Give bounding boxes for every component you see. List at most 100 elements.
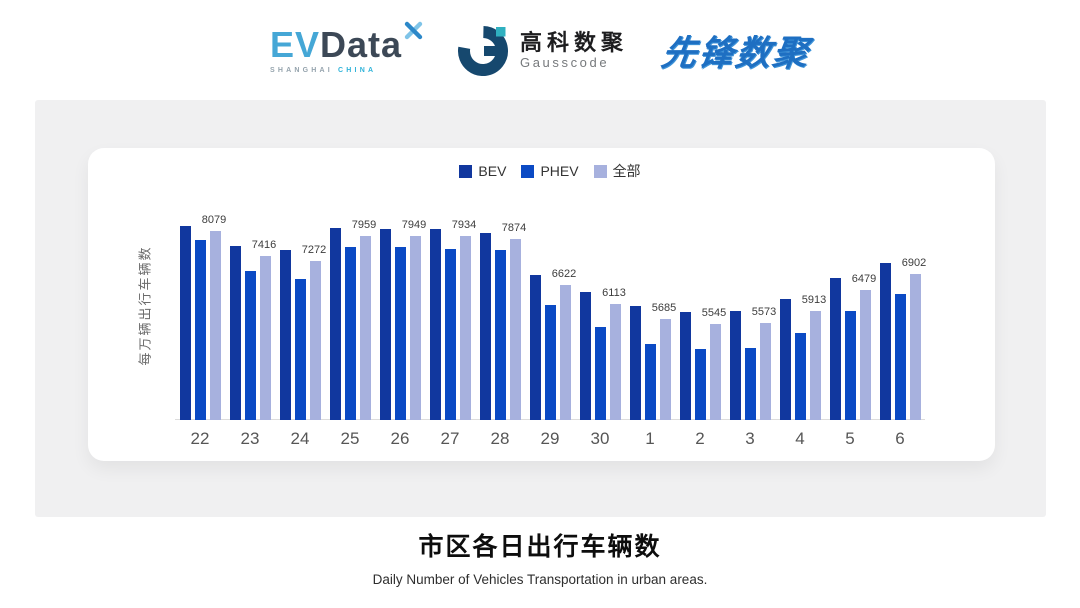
bar-BEV-6[interactable] <box>879 263 891 420</box>
bar-全部-3[interactable] <box>759 323 771 420</box>
bar-BEV-24[interactable] <box>279 250 291 420</box>
gausscode-cn-text: 高科数聚 <box>520 29 629 55</box>
logo-header: EV Data SHANGHAI CHINA 高科数聚 Gausscode <box>0 14 1080 86</box>
bar-group-25: 7959 25 <box>325 190 377 448</box>
xianfeng-logo: 先锋数聚 <box>658 33 813 73</box>
bar-PHEV-29[interactable] <box>544 305 556 420</box>
value-label-1: 5685 <box>651 302 677 314</box>
bar-BEV-23[interactable] <box>229 246 241 420</box>
bar-group-3: 5573 3 <box>725 190 777 448</box>
bar-group-28: 7874 28 <box>475 190 527 448</box>
x-axis-label-26: 26 <box>390 429 410 448</box>
bar-全部-26[interactable] <box>409 236 421 420</box>
bar-PHEV-30[interactable] <box>594 327 606 420</box>
evdata-logo: EV Data SHANGHAI CHINA <box>269 21 423 74</box>
x-axis-label-5: 5 <box>845 429 855 448</box>
bar-group-22: 8079 22 <box>175 190 227 448</box>
bar-BEV-1[interactable] <box>629 306 641 420</box>
x-axis-label-1: 1 <box>645 429 655 448</box>
chart-card: BEV PHEV 全部 每万辆出行车辆数 8079 22 7416 23 7272 24 795… <box>88 148 995 461</box>
bar-PHEV-23[interactable] <box>244 271 256 420</box>
value-label-30: 6113 <box>602 287 626 299</box>
bar-全部-28[interactable] <box>509 239 521 420</box>
bar-group-29: 6622 29 <box>525 190 576 448</box>
bar-PHEV-4[interactable] <box>794 333 806 420</box>
bar-BEV-29[interactable] <box>529 275 541 420</box>
value-label-27: 7934 <box>451 219 477 231</box>
bar-全部-2[interactable] <box>709 324 721 420</box>
bar-全部-23[interactable] <box>259 256 271 420</box>
bar-group-24: 7272 24 <box>275 190 327 448</box>
bar-PHEV-22[interactable] <box>194 240 206 420</box>
x-axis-label-28: 28 <box>490 429 510 448</box>
bar-PHEV-26[interactable] <box>394 247 406 420</box>
bar-全部-5[interactable] <box>859 290 871 420</box>
value-label-25: 7959 <box>351 219 377 231</box>
bar-PHEV-6[interactable] <box>894 294 906 420</box>
bar-PHEV-28[interactable] <box>494 250 506 420</box>
value-label-2: 5545 <box>701 307 727 319</box>
bar-group-6: 6902 6 <box>875 190 927 448</box>
bar-BEV-30[interactable] <box>579 292 591 420</box>
value-label-3: 5573 <box>751 306 777 318</box>
legend-swatch-全部 <box>593 164 607 178</box>
legend-label-BEV: BEV <box>478 163 507 179</box>
value-label-26: 7949 <box>401 219 427 231</box>
bar-全部-30[interactable] <box>609 304 621 420</box>
bar-group-5: 6479 5 <box>825 190 877 448</box>
value-label-6: 6902 <box>901 257 927 269</box>
y-axis-title: 每万辆出行车辆数 <box>137 244 153 366</box>
bar-BEV-3[interactable] <box>729 311 741 420</box>
bar-group-4: 5913 4 <box>775 190 826 448</box>
legend-swatch-BEV <box>459 164 473 178</box>
gausscode-en-text: Gausscode <box>520 54 610 70</box>
evdata-shanghai: SHANGHAI <box>269 66 333 74</box>
bar-PHEV-3[interactable] <box>744 348 756 420</box>
evdata-china: CHINA <box>338 66 377 74</box>
bar-全部-22[interactable] <box>209 231 221 420</box>
bar-BEV-25[interactable] <box>329 228 341 420</box>
legend-swatch-PHEV <box>521 164 535 178</box>
value-label-28: 7874 <box>501 222 527 234</box>
bar-group-26: 7949 26 <box>375 190 427 448</box>
bar-PHEV-5[interactable] <box>844 311 856 420</box>
bar-全部-29[interactable] <box>559 285 571 420</box>
caption-title: 市区各日出行车辆数 <box>418 533 662 561</box>
bar-BEV-5[interactable] <box>829 278 841 420</box>
bar-BEV-28[interactable] <box>479 233 491 420</box>
value-label-22: 8079 <box>201 214 227 226</box>
bar-PHEV-1[interactable] <box>644 344 656 420</box>
bar-BEV-2[interactable] <box>679 312 691 420</box>
bar-全部-25[interactable] <box>359 236 371 420</box>
value-label-5: 6479 <box>851 273 877 285</box>
gausscode-g-icon <box>458 26 509 76</box>
bar-group-30: 6113 30 <box>575 190 626 448</box>
bar-BEV-4[interactable] <box>779 299 791 420</box>
bar-全部-1[interactable] <box>659 319 671 420</box>
bar-BEV-22[interactable] <box>179 226 191 420</box>
legend-item-BEV[interactable]: BEV <box>459 163 506 179</box>
caption-subtitle: Daily Number of Vehicles Transportation … <box>372 572 708 587</box>
bar-全部-4[interactable] <box>809 311 821 420</box>
chart-panel: BEV PHEV 全部 每万辆出行车辆数 8079 22 7416 23 7272 24 795… <box>35 100 1046 517</box>
x-axis-label-25: 25 <box>340 429 360 448</box>
legend-label-PHEV: PHEV <box>540 163 579 179</box>
bar-PHEV-27[interactable] <box>444 249 456 420</box>
bar-全部-24[interactable] <box>309 261 321 420</box>
bar-group-2: 5545 2 <box>675 190 727 448</box>
bar-BEV-27[interactable] <box>429 229 441 420</box>
x-axis-label-3: 3 <box>745 429 755 448</box>
plot-area: 8079 22 7416 23 7272 24 7959 25 7949 26 7934 27 7874… <box>175 190 927 448</box>
bar-BEV-26[interactable] <box>379 229 391 420</box>
bar-PHEV-2[interactable] <box>694 349 706 420</box>
bar-全部-27[interactable] <box>459 236 471 420</box>
bar-PHEV-24[interactable] <box>294 279 306 420</box>
legend-item-全部[interactable]: 全部 <box>593 161 641 181</box>
chart-caption: 市区各日出行车辆数 Daily Number of Vehicles Trans… <box>0 527 1080 587</box>
legend-label-全部: 全部 <box>612 163 641 179</box>
bar-全部-6[interactable] <box>909 274 921 420</box>
legend-item-PHEV[interactable]: PHEV <box>521 163 579 179</box>
value-label-24: 7272 <box>301 244 327 256</box>
bar-PHEV-25[interactable] <box>344 247 356 420</box>
